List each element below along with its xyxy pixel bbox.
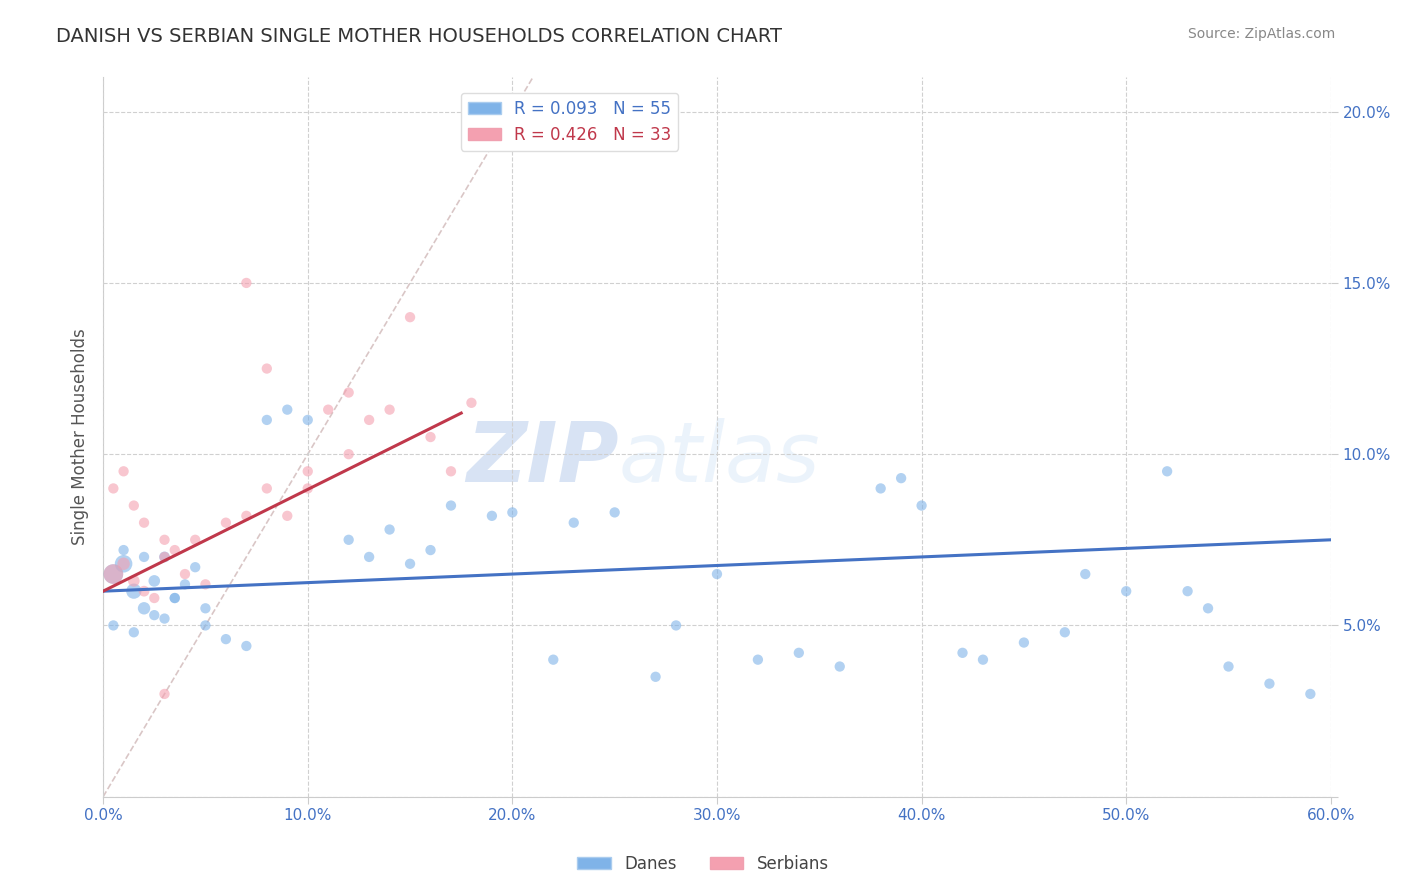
Point [543, 653, 565, 667]
Text: ZIP: ZIP [467, 418, 619, 500]
Point [1115, 584, 1137, 599]
Point [706, 567, 728, 582]
Point [153, 549, 176, 564]
Point [215, 516, 238, 530]
Point [112, 464, 135, 478]
Point [337, 533, 360, 547]
Point [297, 482, 319, 496]
Point [103, 567, 125, 582]
Point [747, 653, 769, 667]
Point [153, 549, 176, 564]
Point [378, 523, 401, 537]
Point [143, 608, 166, 623]
Point [1074, 567, 1097, 582]
Point [112, 543, 135, 558]
Point [112, 557, 135, 571]
Point [1218, 659, 1240, 673]
Point [399, 310, 422, 325]
Point [143, 574, 166, 588]
Y-axis label: Single Mother Households: Single Mother Households [72, 328, 89, 545]
Point [297, 464, 319, 478]
Point [562, 516, 585, 530]
Point [399, 557, 422, 571]
Point [163, 543, 186, 558]
Point [337, 385, 360, 400]
Point [122, 574, 145, 588]
Point [972, 653, 994, 667]
Point [869, 482, 891, 496]
Point [1156, 464, 1178, 478]
Point [235, 639, 257, 653]
Point [103, 482, 125, 496]
Point [132, 584, 155, 599]
Point [419, 543, 441, 558]
Point [256, 361, 278, 376]
Point [337, 447, 360, 461]
Point [665, 618, 688, 632]
Text: atlas: atlas [619, 418, 820, 500]
Point [174, 577, 197, 591]
Point [890, 471, 912, 485]
Point [1177, 584, 1199, 599]
Point [359, 549, 381, 564]
Point [276, 508, 298, 523]
Point [276, 402, 298, 417]
Point [163, 591, 186, 605]
Point [184, 533, 207, 547]
Point [153, 533, 176, 547]
Point [419, 430, 441, 444]
Point [122, 499, 145, 513]
Point [103, 618, 125, 632]
Point [460, 396, 482, 410]
Point [153, 611, 176, 625]
Text: Source: ZipAtlas.com: Source: ZipAtlas.com [1188, 27, 1336, 41]
Point [132, 549, 155, 564]
Point [1053, 625, 1076, 640]
Point [256, 413, 278, 427]
Point [103, 567, 125, 582]
Point [215, 632, 238, 647]
Point [828, 659, 851, 673]
Point [359, 413, 381, 427]
Point [1012, 635, 1035, 649]
Point [122, 625, 145, 640]
Point [235, 508, 257, 523]
Point [153, 687, 176, 701]
Point [256, 482, 278, 496]
Point [132, 601, 155, 615]
Point [787, 646, 810, 660]
Legend: Danes, Serbians: Danes, Serbians [571, 848, 835, 880]
Point [1197, 601, 1219, 615]
Point [194, 577, 217, 591]
Point [952, 646, 974, 660]
Point [112, 557, 135, 571]
Point [440, 499, 463, 513]
Point [481, 508, 503, 523]
Legend: R = 0.093   N = 55, R = 0.426   N = 33: R = 0.093 N = 55, R = 0.426 N = 33 [461, 93, 678, 151]
Point [122, 584, 145, 599]
Point [194, 618, 217, 632]
Point [644, 670, 666, 684]
Point [184, 560, 207, 574]
Point [1258, 676, 1281, 690]
Point [316, 402, 339, 417]
Point [143, 591, 166, 605]
Point [235, 276, 257, 290]
Point [1299, 687, 1322, 701]
Point [194, 601, 217, 615]
Point [297, 413, 319, 427]
Point [132, 516, 155, 530]
Point [163, 591, 186, 605]
Point [501, 505, 523, 519]
Point [440, 464, 463, 478]
Point [910, 499, 932, 513]
Point [174, 567, 197, 582]
Point [603, 505, 626, 519]
Text: DANISH VS SERBIAN SINGLE MOTHER HOUSEHOLDS CORRELATION CHART: DANISH VS SERBIAN SINGLE MOTHER HOUSEHOL… [56, 27, 782, 45]
Point [378, 402, 401, 417]
